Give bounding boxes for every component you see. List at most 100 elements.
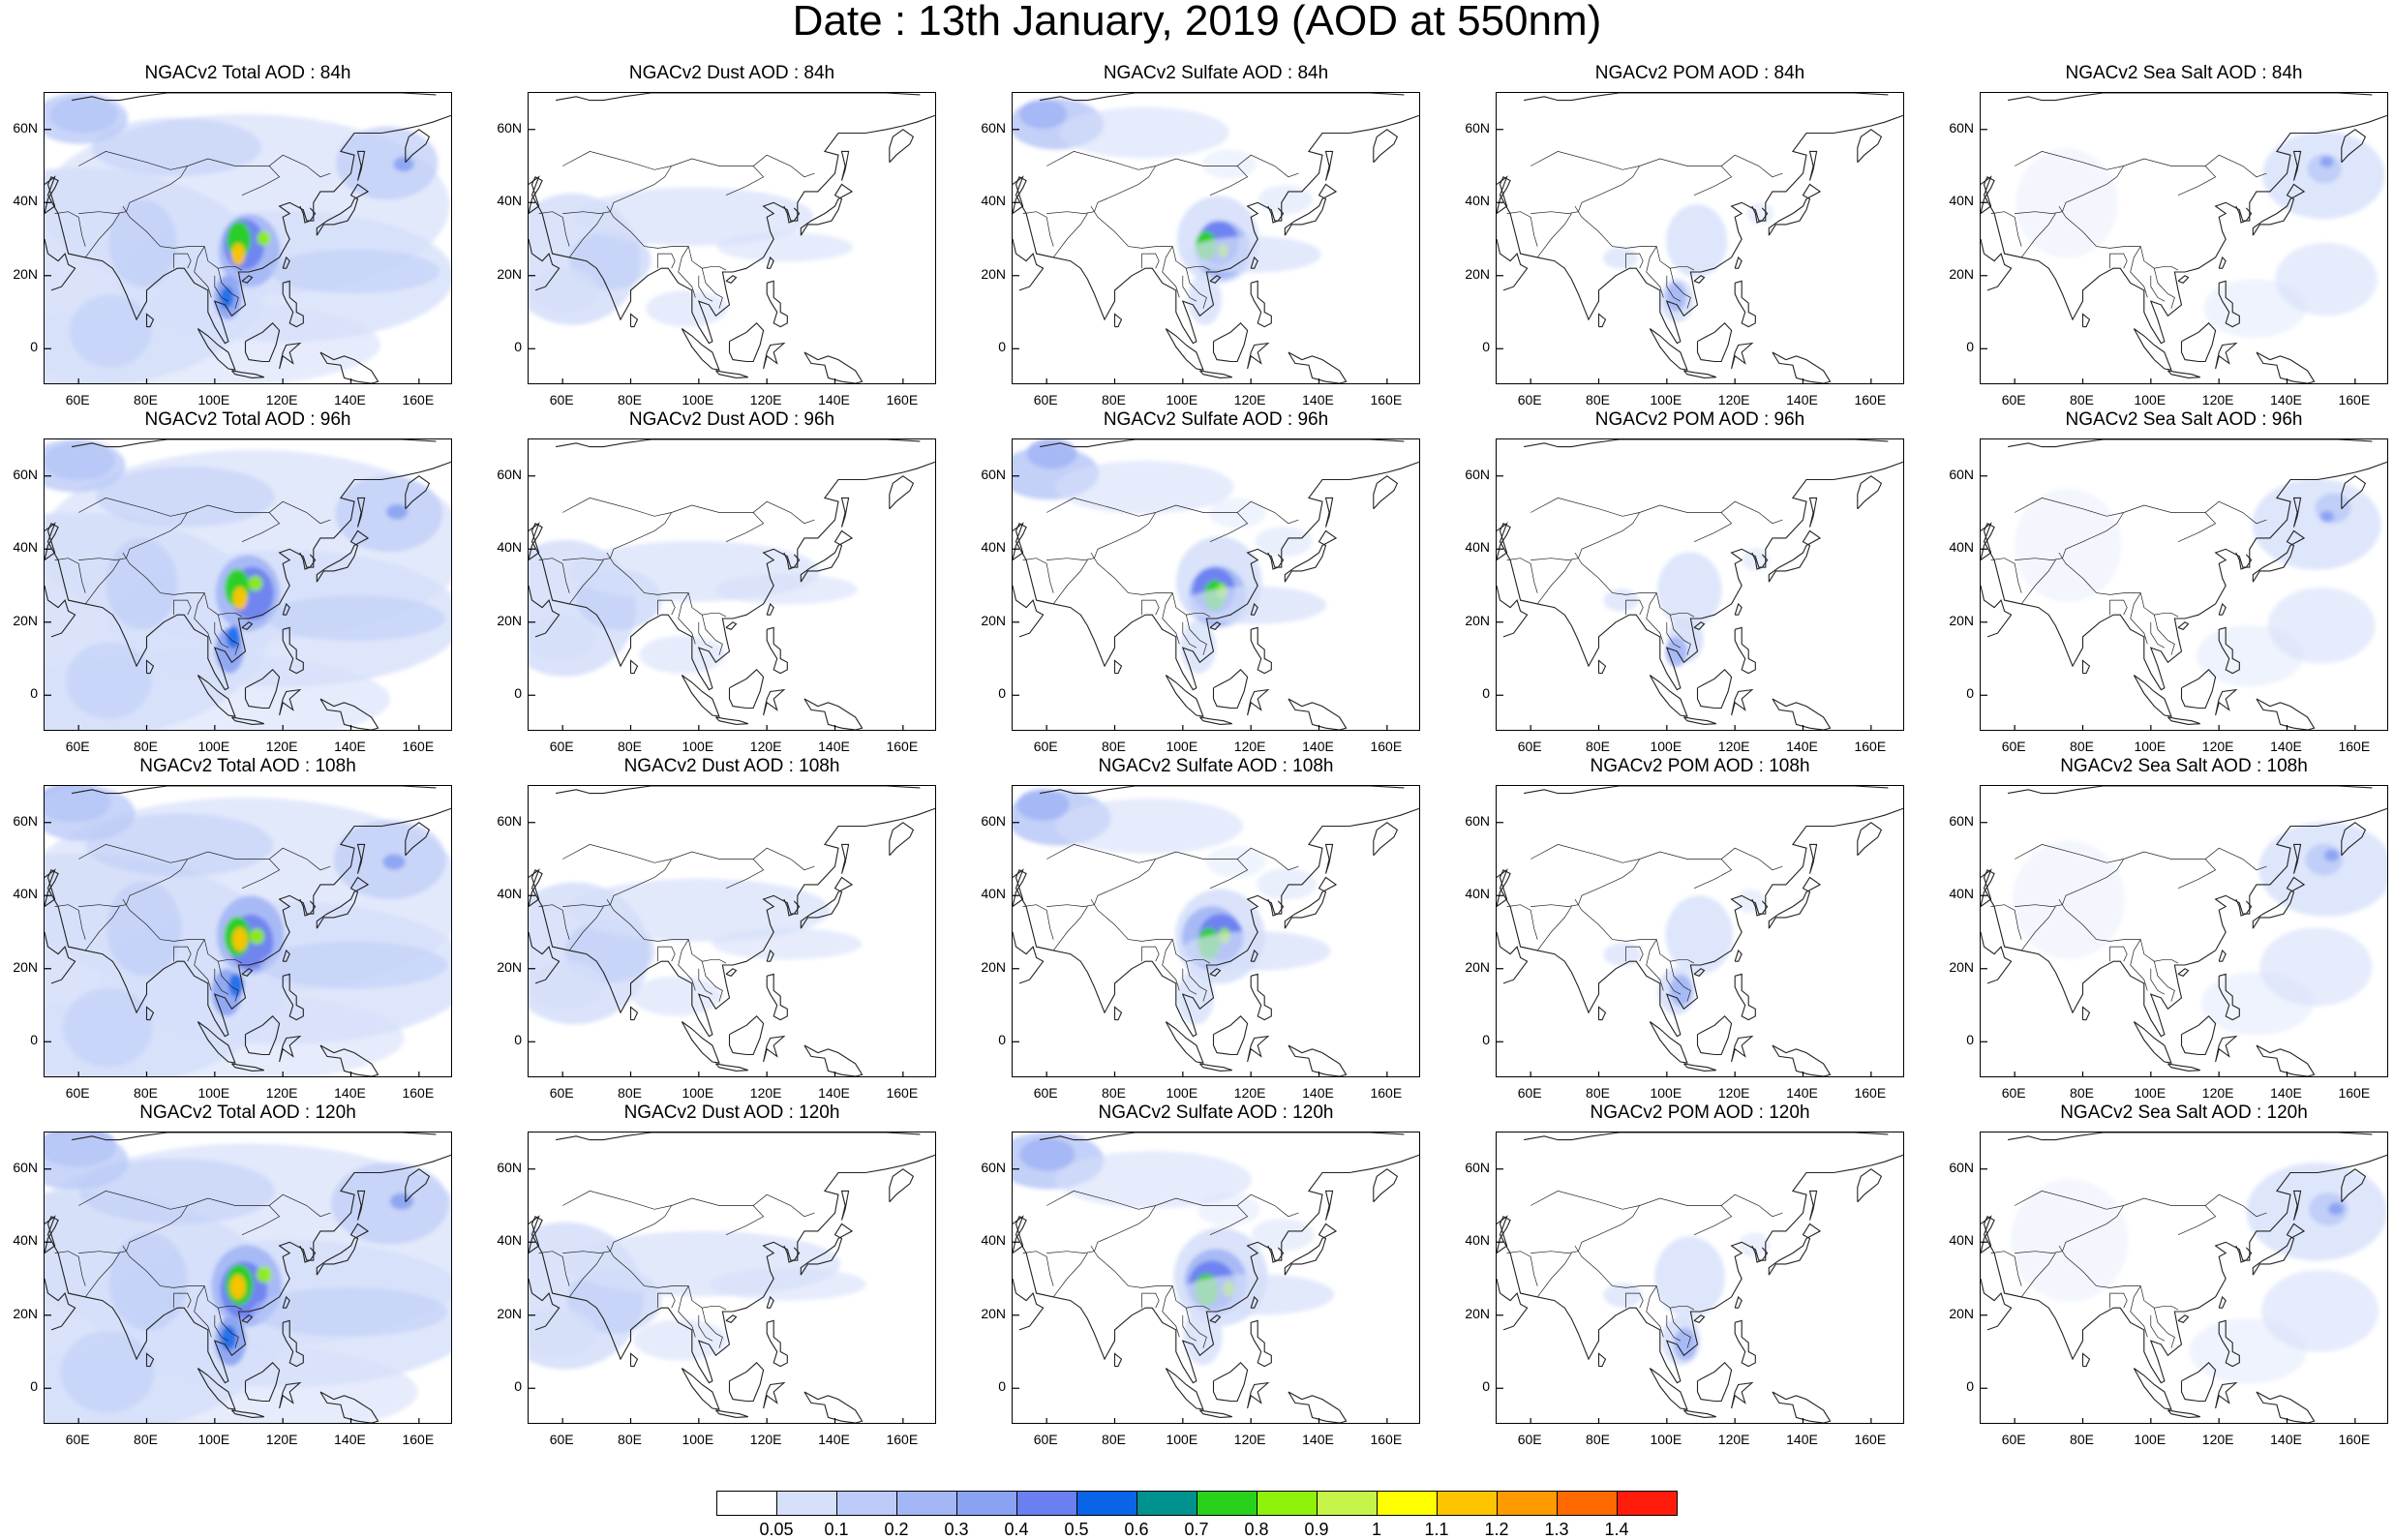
map-plot-area	[1496, 438, 1904, 731]
panel-title: NGACv2 POM AOD : 120h	[1590, 1102, 1810, 1123]
coastline	[714, 1063, 748, 1072]
coastline	[1734, 626, 1756, 675]
coastline	[2177, 275, 2190, 284]
lon-tick-label: 80E	[134, 739, 158, 754]
country-border	[1530, 859, 1640, 907]
coastline	[2256, 351, 2316, 383]
coastline	[1693, 1314, 1706, 1323]
country-border	[1185, 268, 1207, 309]
coastline	[1198, 716, 1232, 725]
lon-tick-label: 80E	[134, 1432, 158, 1447]
lat-tick-label: 20N	[13, 958, 38, 975]
lon-tick-label: 140E	[818, 739, 850, 754]
coastline	[2218, 1295, 2227, 1309]
coastline	[2235, 898, 2253, 917]
coastline	[2133, 1368, 2172, 1410]
coastline	[766, 1295, 774, 1309]
country-border	[1530, 512, 1640, 560]
coastline	[1165, 1021, 1204, 1064]
country-border	[1141, 1292, 1160, 1309]
country-border	[725, 1205, 765, 1236]
country-border	[54, 904, 86, 940]
country-border	[1209, 166, 1249, 196]
panel-title: NGACv2 Sulfate AOD : 84h	[1103, 63, 1329, 83]
lat-tick-label: 20N	[13, 265, 38, 282]
coastline	[1165, 675, 1204, 717]
panel-title: NGACv2 Total AOD : 96h	[144, 409, 351, 430]
coastline	[1267, 898, 1285, 917]
coastline	[145, 1352, 155, 1368]
lat-tick-label: 0	[1482, 685, 1490, 702]
coastline	[1198, 1063, 1232, 1072]
aod-field-patch	[232, 587, 248, 610]
lon-tick-label: 120E	[265, 739, 298, 754]
country-border	[1530, 844, 1783, 871]
coastline	[1597, 659, 1607, 675]
coastline	[2252, 876, 2306, 929]
aod-field-patch	[248, 575, 263, 591]
coastline	[1497, 176, 1511, 215]
coastline	[766, 973, 788, 1021]
country-border	[538, 904, 570, 940]
aod-field-patch	[108, 1232, 188, 1331]
lat-tick-label: 60N	[1949, 1159, 1974, 1175]
country-border	[1693, 512, 1733, 543]
lon-tick-label: 160E	[886, 1085, 919, 1101]
coastline	[1808, 843, 1818, 874]
map-field	[1497, 1132, 1903, 1423]
country-border	[562, 151, 815, 178]
colorbar-label: 0.6	[1124, 1520, 1149, 1539]
coastline	[889, 822, 915, 857]
coastline	[45, 461, 451, 691]
coastline	[1040, 1132, 1405, 1141]
aod-field-patch	[1018, 99, 1068, 129]
country-border	[1046, 498, 1299, 525]
coastline	[1013, 1278, 1045, 1331]
country-border	[1506, 1251, 1538, 1286]
coastline	[282, 256, 290, 269]
country-border	[1046, 844, 1299, 871]
lon-tick-label: 160E	[2338, 739, 2371, 754]
lat-tick-label: 60N	[1465, 466, 1490, 482]
lon-tick-label: 60E	[549, 739, 574, 754]
coastline	[766, 602, 774, 616]
lat-tick-label: 40N	[1949, 539, 1974, 556]
country-border	[2130, 592, 2148, 645]
country-border	[698, 1314, 713, 1342]
country-border	[214, 968, 229, 995]
country-border	[657, 599, 676, 616]
lon-tick-label: 100E	[197, 392, 230, 408]
country-border	[1536, 1253, 1572, 1298]
lat-tick-label: 20N	[497, 265, 522, 282]
aod-field-patch	[231, 243, 246, 266]
coastline	[728, 1362, 765, 1403]
coastline	[800, 1223, 854, 1276]
lon-tick-label: 80E	[1586, 1432, 1610, 1447]
coastline	[1013, 461, 1419, 691]
aod-field-patch	[1657, 552, 1722, 628]
country-border	[1646, 939, 1664, 991]
country-border	[562, 512, 672, 560]
coastline	[2218, 256, 2227, 269]
coastline	[1693, 968, 1706, 977]
country-border	[78, 512, 188, 560]
coastline	[2180, 322, 2217, 363]
lon-tick-label: 140E	[334, 392, 366, 408]
aod-field-patch	[45, 439, 126, 493]
country-border	[2015, 151, 2267, 178]
panel-title: NGACv2 Total AOD : 120h	[139, 1102, 356, 1123]
coastline	[1731, 1381, 1754, 1409]
country-border	[2130, 939, 2148, 991]
lon-tick-label: 100E	[197, 739, 230, 754]
aod-field-patch	[631, 976, 722, 1016]
lon-tick-label: 60E	[549, 1432, 574, 1447]
lon-tick-label: 60E	[65, 1085, 90, 1101]
colorbar-label: 0.05	[759, 1520, 794, 1539]
lon-tick-label: 160E	[1370, 1085, 1403, 1101]
aod-field-patch	[1665, 282, 1686, 312]
colorbar-swatch	[1497, 1491, 1558, 1516]
colorbar-swatch	[1136, 1491, 1197, 1516]
coastline	[889, 129, 915, 164]
lon-tick-label: 100E	[197, 1085, 230, 1101]
coastline	[241, 621, 254, 630]
